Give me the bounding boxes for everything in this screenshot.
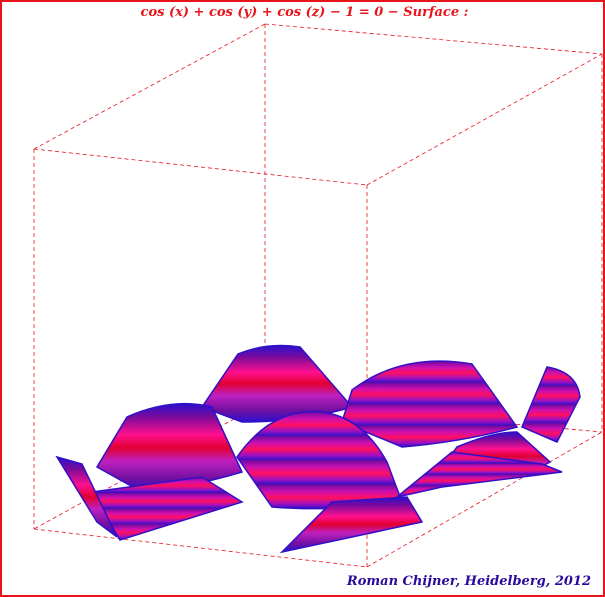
- box-edge: [33, 23, 266, 150]
- surface-patch: [200, 344, 354, 423]
- surface-patch: [95, 402, 244, 493]
- surface-patch: [396, 451, 563, 498]
- surface-patch: [521, 366, 581, 443]
- box-edge: [366, 431, 603, 568]
- surface-patch: [341, 360, 519, 448]
- box-edge: [366, 53, 603, 186]
- surface-patch: [55, 455, 118, 538]
- surface: [55, 344, 581, 554]
- box-edge: [33, 148, 368, 186]
- box-edge: [33, 401, 266, 530]
- credit-label: Roman Chijner, Heidelberg, 2012: [346, 574, 591, 589]
- box-edge: [264, 23, 603, 55]
- surface-patch: [279, 496, 424, 554]
- chart-title: cos (x) + cos (y) + cos (z) − 1 = 0 − Su…: [140, 5, 469, 20]
- surface-patch: [236, 410, 404, 510]
